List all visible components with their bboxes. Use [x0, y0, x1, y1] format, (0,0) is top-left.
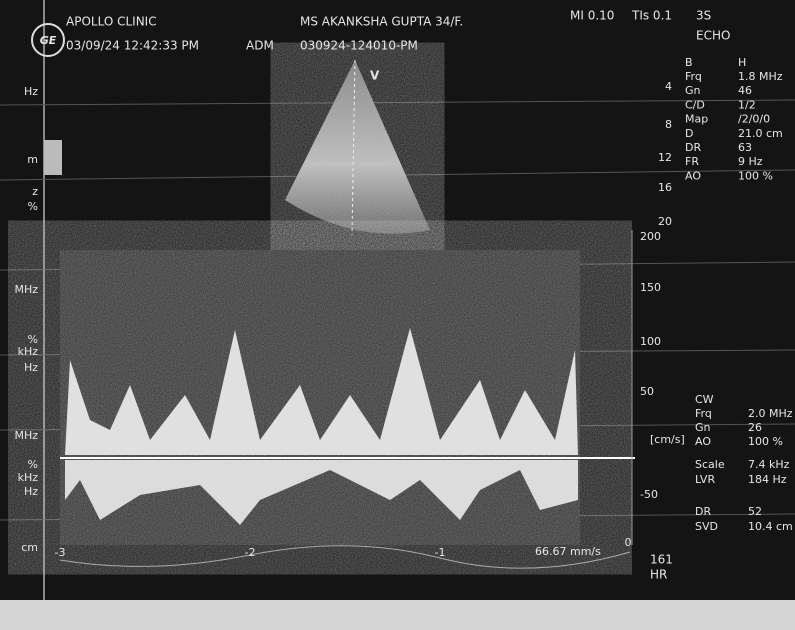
depth-mark: 4	[665, 80, 672, 93]
paper-edge	[0, 600, 795, 630]
scale-label: 50	[640, 385, 654, 398]
cw-param-label: SVD	[695, 520, 718, 533]
gray-bar	[44, 140, 62, 175]
clinic: APOLLO CLINIC	[66, 15, 157, 29]
cw-param-label: AO	[695, 435, 711, 448]
b-mode-param-value: 46	[738, 84, 752, 97]
depth-mark: 8	[665, 118, 672, 131]
datetime: 03/09/24 12:42:33 PM	[66, 39, 199, 53]
b-mode-param-label: D	[685, 127, 693, 140]
study-id: 030924-124010-PM	[300, 39, 418, 53]
depth-mark: 20	[658, 215, 672, 228]
depth-mark: 12	[658, 151, 672, 164]
left-label: m	[27, 153, 38, 166]
cw-param-value: 184 Hz	[748, 473, 787, 486]
cw-param-label: DR	[695, 505, 711, 518]
left-label: z	[32, 185, 38, 198]
patient: MS AKANKSHA GUPTA 34/F.	[300, 15, 463, 29]
cw-param-label: Frq	[695, 407, 712, 420]
depth-mark: 16	[658, 181, 672, 194]
cw-param-value: 10.4 cm	[748, 520, 793, 533]
sector-texture	[285, 60, 430, 234]
cursor-line	[351, 59, 356, 236]
b-mode-param-label: Map	[685, 113, 708, 126]
ge-logo	[31, 23, 65, 57]
left-label: %	[28, 200, 38, 213]
doppler-unit: [cm/s]	[650, 433, 685, 446]
b-mode-param-label: Gn	[685, 84, 701, 97]
hr-label: HR	[650, 568, 667, 582]
b-mode-param-value: /2/0/0	[738, 113, 770, 126]
time-label: -2	[245, 546, 256, 559]
cw-param-label: Scale	[695, 458, 725, 471]
time-label: -3	[55, 546, 66, 559]
b-mode-param-value: 1.8 MHz	[738, 70, 783, 83]
probe: 3S	[696, 9, 711, 23]
cw-param-label: Gn	[695, 421, 711, 434]
b-mode-param-value: 63	[738, 141, 752, 154]
spectrum-upper	[65, 328, 578, 455]
operator: ADM	[246, 39, 274, 53]
b-mode-param-label: AO	[685, 169, 701, 182]
left-label: MHz	[14, 429, 38, 442]
cw-param-value: 52	[748, 505, 762, 518]
ge-logo-text: GE	[40, 34, 57, 47]
cw-param-value: 26	[748, 421, 762, 434]
spectrum-lower	[65, 460, 578, 525]
left-label: kHz	[18, 471, 39, 484]
b-mode-title: B	[685, 56, 693, 69]
left-label: MHz	[14, 283, 38, 296]
left-label: kHz	[18, 345, 39, 358]
b-mode-param-value: 100 %	[738, 169, 773, 182]
tis: TIs 0.1	[631, 9, 672, 23]
b-mode-param-value: 1/2	[738, 98, 756, 111]
spectrum-noise	[60, 250, 580, 545]
b-mode-title: H	[738, 56, 746, 69]
preset: ECHO	[696, 29, 730, 43]
left-label: Hz	[24, 85, 38, 98]
b-mode-param-label: DR	[685, 141, 701, 154]
b-mode-param-label: Frq	[685, 70, 702, 83]
scale-label: 150	[640, 281, 661, 294]
cw-param-value: 2.0 MHz	[748, 407, 793, 420]
left-label: cm	[21, 541, 38, 554]
b-mode-param-label: C/D	[685, 98, 705, 111]
hr-value: 161	[650, 553, 673, 567]
left-label: %	[28, 333, 38, 346]
time-label: -1	[435, 546, 446, 559]
time-label: 0	[625, 536, 632, 549]
b-mode-param-label: FR	[685, 155, 699, 168]
mi: MI 0.10	[570, 9, 614, 23]
cw-param-value: 100 %	[748, 435, 783, 448]
sweep-speed: 66.67 mm/s	[535, 545, 601, 558]
ecg-trace	[59, 545, 631, 569]
cw-title: CW	[695, 393, 714, 406]
b-mode-param-value: 21.0 cm	[738, 127, 783, 140]
left-label: %	[28, 458, 38, 471]
b-mode-param-value: 9 Hz	[738, 155, 763, 168]
left-label: Hz	[24, 485, 38, 498]
scale-label: 200	[640, 230, 661, 243]
scale-label: -50	[640, 488, 658, 501]
view-label: V	[370, 69, 380, 83]
cw-param-value: 7.4 kHz	[748, 458, 790, 471]
scale-label: 100	[640, 335, 661, 348]
left-label: Hz	[24, 361, 38, 374]
cw-param-label: LVR	[695, 473, 715, 486]
